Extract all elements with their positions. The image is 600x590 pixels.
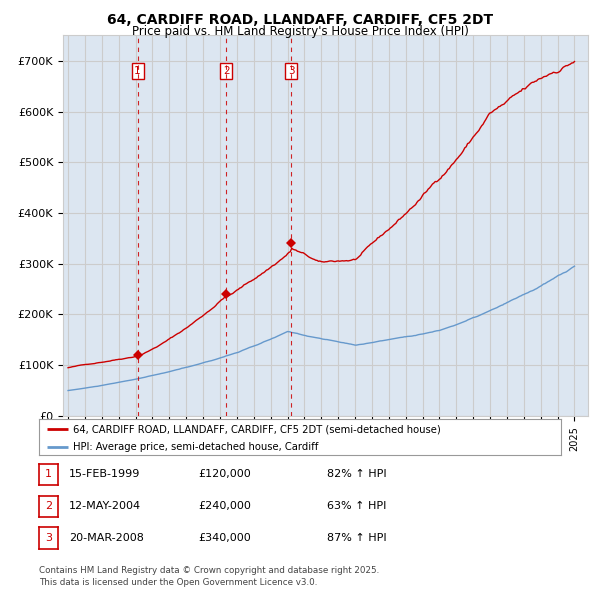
Text: £240,000: £240,000 (198, 502, 251, 511)
Text: 20-MAR-2008: 20-MAR-2008 (69, 533, 144, 543)
Text: 82% ↑ HPI: 82% ↑ HPI (327, 470, 386, 479)
Text: 64, CARDIFF ROAD, LLANDAFF, CARDIFF, CF5 2DT (semi-detached house): 64, CARDIFF ROAD, LLANDAFF, CARDIFF, CF5… (73, 424, 440, 434)
Text: 1: 1 (45, 470, 52, 479)
Text: £340,000: £340,000 (198, 533, 251, 543)
Text: 3: 3 (288, 66, 295, 76)
Text: Price paid vs. HM Land Registry's House Price Index (HPI): Price paid vs. HM Land Registry's House … (131, 25, 469, 38)
Text: Contains HM Land Registry data © Crown copyright and database right 2025.
This d: Contains HM Land Registry data © Crown c… (39, 566, 379, 587)
Text: 64, CARDIFF ROAD, LLANDAFF, CARDIFF, CF5 2DT: 64, CARDIFF ROAD, LLANDAFF, CARDIFF, CF5… (107, 13, 493, 27)
Text: 12-MAY-2004: 12-MAY-2004 (69, 502, 141, 511)
Text: 3: 3 (45, 533, 52, 543)
Text: 15-FEB-1999: 15-FEB-1999 (69, 470, 140, 479)
Text: 2: 2 (45, 502, 52, 511)
Text: 1: 1 (134, 66, 141, 76)
Text: HPI: Average price, semi-detached house, Cardiff: HPI: Average price, semi-detached house,… (73, 442, 319, 453)
Text: 63% ↑ HPI: 63% ↑ HPI (327, 502, 386, 511)
Text: 2: 2 (223, 66, 230, 76)
Text: £120,000: £120,000 (198, 470, 251, 479)
Text: 87% ↑ HPI: 87% ↑ HPI (327, 533, 386, 543)
